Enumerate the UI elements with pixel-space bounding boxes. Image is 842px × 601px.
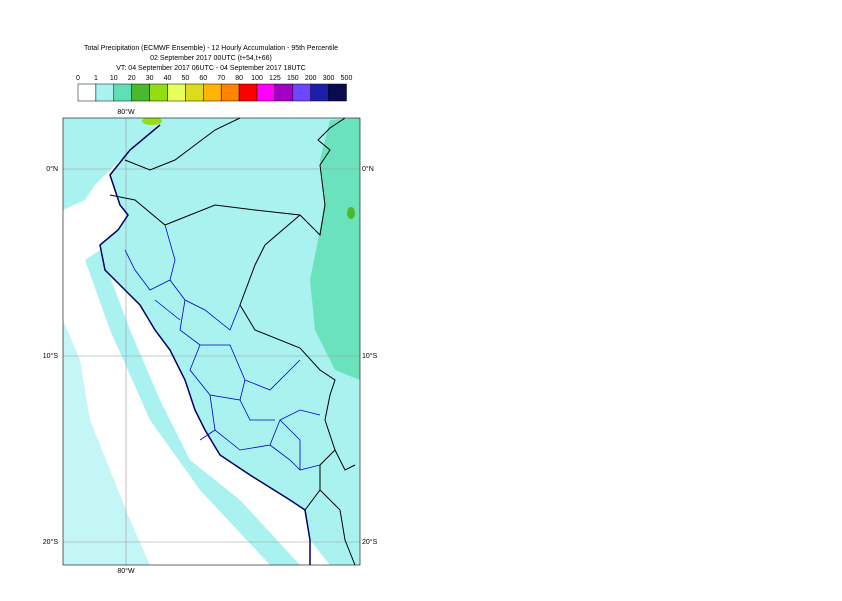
lat-label: 10°S: [43, 352, 59, 360]
legend-label: 125: [269, 75, 281, 82]
lon-label: 80°W: [117, 108, 135, 116]
coastline: [99, 124, 311, 565]
lat-label: 10°S: [362, 352, 378, 360]
lat-label: 20°S: [362, 538, 378, 546]
legend-label: 20: [128, 75, 136, 82]
legend-label: 500: [341, 75, 353, 82]
legend-swatch: [95, 83, 115, 102]
legend-label: 100: [251, 75, 263, 82]
legend-label: 300: [323, 75, 335, 82]
legend-swatch: [77, 83, 97, 102]
legend-swatch: [131, 83, 150, 102]
legend-label: 30: [146, 75, 154, 82]
lon-label: 80°W: [117, 567, 135, 575]
legend-label: 10: [110, 75, 118, 82]
sea-precip: [63, 320, 150, 565]
legend-label: 40: [164, 75, 172, 82]
axis-labels: 80°W 80°W 0°N 0°N 10°S 10°S 20°S 20°S: [43, 108, 378, 575]
legend-swatch: [274, 83, 294, 102]
legend-label: 70: [217, 75, 225, 82]
legend-label: 60: [199, 75, 207, 82]
map-area: [63, 118, 360, 565]
legend: 0 1 10 20 30 40 50 60 70 80 100 125 150 200 300 500: [76, 75, 353, 102]
legend-swatch: [220, 83, 240, 102]
heavy-precip: [310, 118, 360, 380]
heavy-precip: [142, 118, 162, 125]
legend-swatch: [256, 83, 276, 102]
map-frame: [62, 117, 361, 566]
legend-swatch: [203, 83, 222, 102]
title-line: Total Precipitation (ECMWF Ensemble) - 1…: [84, 45, 338, 52]
lat-label: 0°N: [46, 165, 58, 173]
title-line: 02 September 2017 00UTC (t+54,t+66): [150, 55, 272, 62]
legend-swatch: [238, 83, 258, 102]
legend-swatch: [167, 83, 186, 102]
legend-swatch: [149, 83, 168, 102]
region-border: [124, 224, 321, 471]
sea-precip: [85, 250, 300, 565]
legend-label: 150: [287, 75, 299, 82]
legend-swatch: [310, 83, 329, 102]
land-precip: [100, 118, 360, 565]
legend-label: 1: [94, 75, 98, 82]
lat-label: 0°N: [362, 165, 374, 173]
legend-swatch: [113, 83, 132, 102]
heavy-precip: [347, 207, 355, 219]
title-block: Total Precipitation (ECMWF Ensemble) - 1…: [84, 45, 338, 72]
legend-swatch: [292, 83, 311, 102]
legend-swatch: [185, 83, 204, 102]
country-border: [109, 118, 356, 565]
legend-label: 0: [76, 75, 80, 82]
title-line: VT: 04 September 2017 06UTC - 04 Septemb…: [116, 65, 306, 72]
legend-label: 50: [182, 75, 190, 82]
legend-label: 80: [235, 75, 243, 82]
legend-swatch: [328, 83, 347, 102]
lat-label: 20°S: [43, 538, 59, 546]
legend-label: 200: [305, 75, 317, 82]
